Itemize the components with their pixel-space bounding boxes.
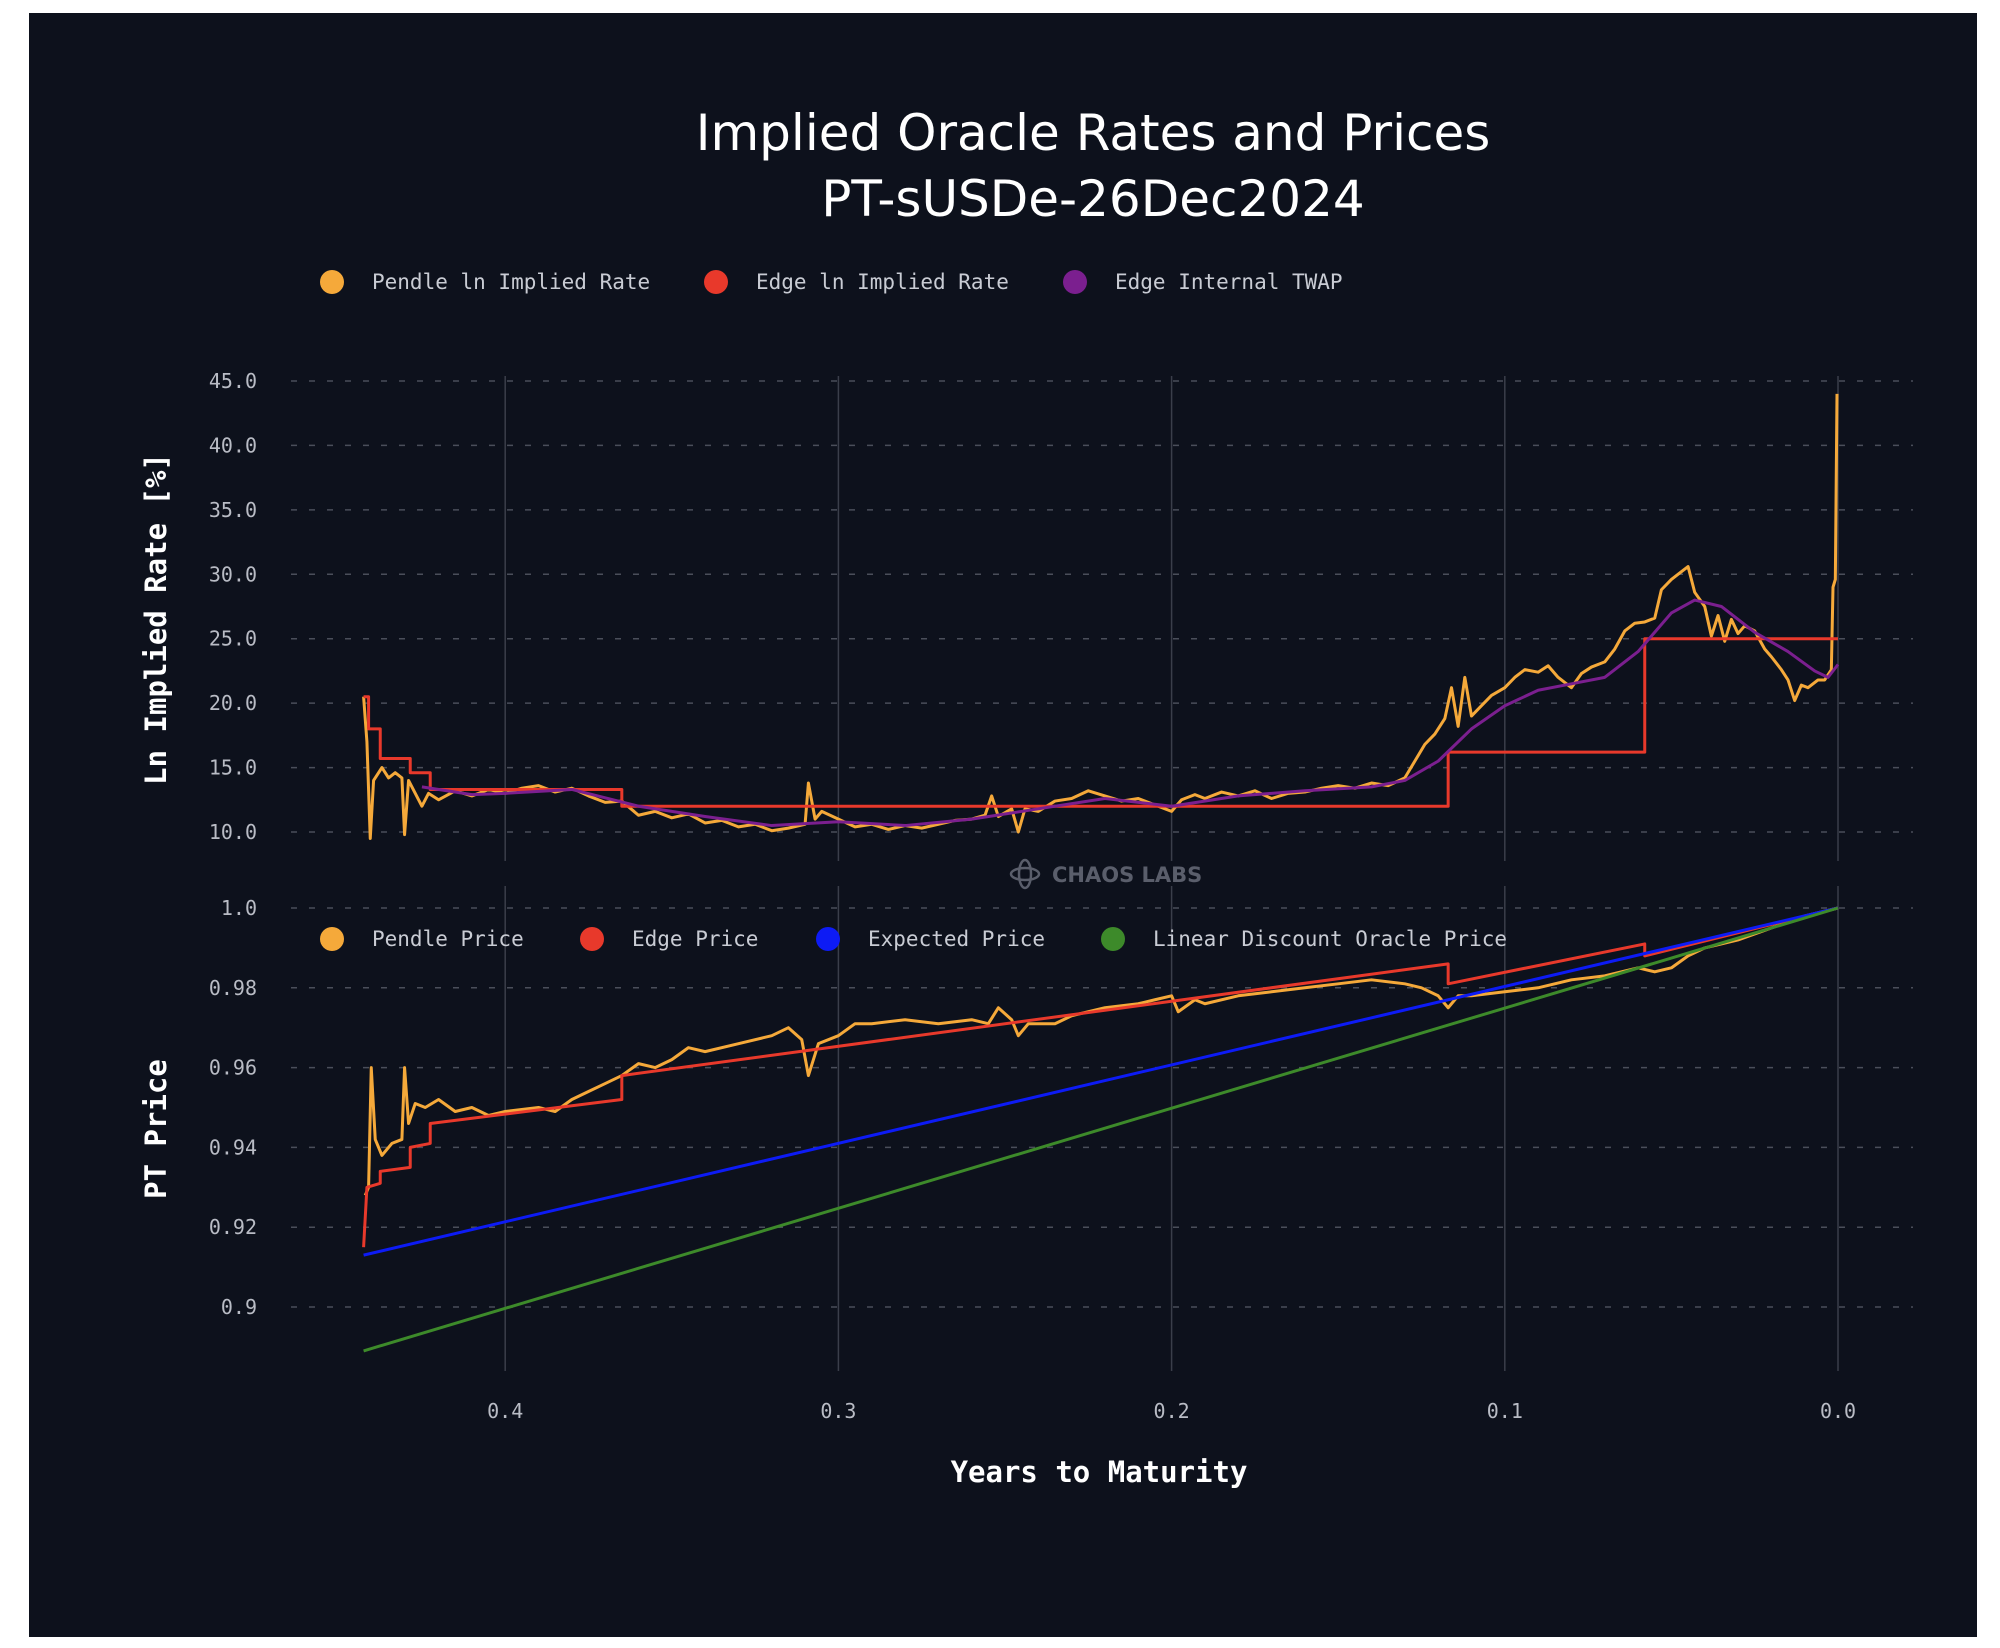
legend-label-edge-ln-implied-rate: Edge ln Implied Rate <box>756 270 1009 294</box>
bottom-y-tick-label: 0.98 <box>209 976 257 1000</box>
bottom-series-expected-price <box>363 906 1839 1257</box>
bottom-grid: 1.0 0.98 0.96 0.94 0.92 0.9 <box>209 886 1913 1371</box>
x-tick-label: 0.0 <box>1820 1399 1856 1423</box>
top-y-tick-label: 10.0 <box>209 820 257 844</box>
legend-marker-edge-ln-implied-rate <box>704 270 728 294</box>
top-y-tick-label: 15.0 <box>209 756 257 780</box>
bottom-y-tick-label: 0.9 <box>221 1295 257 1319</box>
bottom-y-tick-label: 0.92 <box>209 1215 257 1239</box>
bottom-series-edge-price <box>362 906 1839 1248</box>
legend-label-edge-internal-twap: Edge Internal TWAP <box>1115 270 1343 294</box>
top-y-tick-label: 20.0 <box>209 691 257 715</box>
top-y-tick-label: 40.0 <box>209 433 257 457</box>
bottom-series-linear-discount-oracle-price <box>363 906 1839 1353</box>
top-grid: 45.0 40.0 35.0 30.0 25.0 20.0 15.0 10.0 <box>209 369 1913 861</box>
top-legend: Pendle ln Implied Rate Edge ln Implied Ra… <box>320 270 1343 294</box>
legend-marker-linear-discount-oracle-price <box>1101 927 1125 951</box>
x-tick-label: 0.1 <box>1487 1399 1523 1423</box>
legend-label-pendle-ln-implied-rate: Pendle ln Implied Rate <box>372 270 650 294</box>
top-y-tick-label: 25.0 <box>209 627 257 651</box>
bottom-y-tick-label: 0.94 <box>209 1135 257 1159</box>
top-y-axis-label: Ln Implied Rate [%] <box>139 453 173 785</box>
x-tick-label: 0.2 <box>1154 1399 1190 1423</box>
chart-title-line2: PT-sUSDe-26Dec2024 <box>821 170 1364 228</box>
top-series-edge-internal-twap <box>421 598 1840 828</box>
chart-panel <box>29 13 1977 1637</box>
chaos-labs-logo-icon <box>1009 858 1041 890</box>
top-series-edge-ln-implied-rate <box>363 637 1838 808</box>
legend-marker-pendle-ln-implied-rate <box>320 270 344 294</box>
legend-label-expected-price: Expected Price <box>868 927 1045 951</box>
bottom-y-tick-label: 0.96 <box>209 1056 257 1080</box>
top-series-pendle-ln-implied-rate <box>362 393 1839 840</box>
bottom-series-pendle-price <box>363 906 1839 1196</box>
bottom-legend: Pendle Price Edge Price Expected Price Line… <box>320 927 1507 951</box>
legend-marker-pendle-price <box>320 927 344 951</box>
legend-label-edge-price: Edge Price <box>632 927 758 951</box>
x-axis-label: Years to Maturity <box>951 1455 1248 1489</box>
watermark-text: CHAOS LABS <box>1052 863 1202 887</box>
top-y-tick-label: 45.0 <box>209 369 257 393</box>
x-tick-label: 0.3 <box>820 1399 856 1423</box>
bottom-y-tick-label: 1.0 <box>221 896 257 920</box>
top-y-tick-label: 30.0 <box>209 562 257 586</box>
watermark: CHAOS LABS <box>1009 858 1202 890</box>
legend-label-linear-discount-oracle-price: Linear Discount Oracle Price <box>1153 927 1507 951</box>
legend-marker-edge-internal-twap <box>1063 270 1087 294</box>
top-series <box>362 393 1840 840</box>
legend-label-pendle-price: Pendle Price <box>372 927 524 951</box>
legend-marker-edge-price <box>580 927 604 951</box>
top-y-tick-label: 35.0 <box>209 498 257 522</box>
bottom-series <box>362 906 1839 1353</box>
legend-marker-expected-price <box>816 927 840 951</box>
x-tick-label: 0.4 <box>487 1399 523 1423</box>
bottom-y-axis-label: PT Price <box>139 1059 173 1199</box>
chart-title-line1: Implied Oracle Rates and Prices <box>696 104 1491 162</box>
